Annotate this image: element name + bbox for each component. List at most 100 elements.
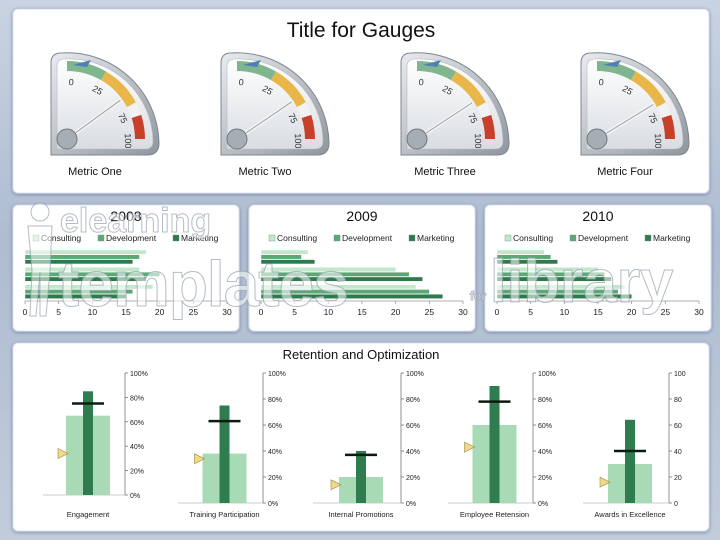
bullet-tick-label: 0% [130, 493, 140, 500]
gauge-tick-label: 75 [466, 112, 479, 125]
gauge: 0 25 75 100 [50, 52, 160, 156]
x-tick-label: 30 [458, 307, 468, 317]
x-tick-label: 20 [391, 307, 401, 317]
x-tick-label: 5 [292, 307, 297, 317]
bar [260, 289, 430, 294]
x-tick-label: 5 [528, 307, 533, 317]
x-tick-label: 25 [661, 307, 671, 317]
bar [260, 267, 396, 272]
bullet-tick-label: 40% [538, 449, 552, 456]
bullet-tick-label: 60% [538, 423, 552, 430]
retention-title: Retention and Optimization [282, 347, 440, 362]
x-tick-label: 30 [694, 307, 704, 317]
bar [496, 249, 545, 255]
x-tick-label: 10 [560, 307, 570, 317]
bar [260, 271, 410, 277]
bullet-label: Awards in Excellence [594, 510, 665, 519]
legend-swatch [32, 234, 40, 242]
bar [24, 259, 133, 265]
bullet-tick-label: 100% [130, 371, 148, 378]
legend-swatch [644, 234, 652, 242]
gauge-band-gap [127, 102, 142, 118]
bar-chart-2008: Consulting Development Marketing 0 5 10 15 20 25… [23, 233, 232, 317]
bar-chart-2010: Consulting Development Marketing 0 5 10 15 20 25… [495, 233, 704, 317]
bar [24, 267, 140, 272]
bar [496, 271, 605, 277]
gauge-face [226, 58, 324, 150]
bar [496, 289, 619, 294]
bar [260, 284, 417, 290]
legend-swatch [569, 234, 577, 242]
bullet-tick-label: 20 [674, 475, 682, 482]
bullet-label: Training Participation [189, 510, 259, 519]
x-tick-label: 15 [593, 307, 603, 317]
x-tick-label: 25 [425, 307, 435, 317]
bullet-label: Employee Retension [460, 510, 529, 519]
bar-chart-title: 2009 [346, 208, 378, 224]
bullet-tick-label: 20% [406, 475, 420, 482]
retention-bullet-charts: 0% 20% 40% 60% 80% 100% Engagement 0% 20% 40% 60% 8… [43, 371, 686, 519]
gauge-band-green [417, 61, 456, 81]
bullet-marker [599, 476, 611, 488]
gauge-tick-label: 25 [441, 83, 455, 97]
bar [260, 249, 309, 255]
gauge-needle-edge [236, 101, 292, 140]
gauge-hub [56, 128, 78, 150]
legend-swatch [268, 234, 276, 242]
gauge-band-gap [657, 102, 672, 118]
bullet-tick-label: 80% [268, 397, 282, 404]
bar [260, 276, 423, 282]
x-tick-label: 0 [495, 307, 500, 317]
bullet-actual-bar [489, 386, 500, 503]
bullet-actual-bar [356, 451, 366, 503]
gauge-band-yellow [631, 71, 666, 108]
legend-label: Marketing [181, 233, 219, 243]
gauge-arrow [73, 60, 91, 67]
bar [24, 276, 147, 282]
bar-chart-2009: Consulting Development Marketing 0 5 10 15 20 25… [259, 233, 468, 317]
bar-chart-panel-2010: 2010 Consulting Development Marketing 0 5 10 1… [484, 204, 712, 332]
gauge-tick-label: 25 [621, 83, 635, 97]
gauge-tick-label: 0 [68, 77, 74, 87]
gauge-tick-label: 100 [653, 133, 664, 148]
bullet-tick-label: 40% [406, 449, 420, 456]
legend-swatch [333, 234, 341, 242]
gauge-needle-edge [416, 102, 473, 140]
bullet-tick-label: 40% [130, 444, 144, 451]
gauge-band-green [597, 61, 636, 81]
x-tick-label: 10 [324, 307, 334, 317]
gauge-band-yellow [271, 71, 306, 108]
x-tick-label: 0 [23, 307, 28, 317]
gauge-band-red [131, 114, 145, 139]
x-tick-label: 15 [121, 307, 131, 317]
bullet-tick-label: 100 [674, 371, 686, 378]
gauge-tick-label: 75 [116, 112, 129, 125]
gauge-face [586, 58, 684, 150]
bullet-tick-label: 80% [538, 397, 552, 404]
gauge-tick-label: 100 [123, 133, 134, 148]
bar [496, 284, 626, 290]
gauge-needle-edge [66, 99, 121, 140]
x-tick-label: 5 [56, 307, 61, 317]
x-tick-label: 10 [88, 307, 98, 317]
bar [24, 249, 147, 255]
legend-label: Development [578, 233, 629, 243]
gauge: 0 25 75 100 [400, 52, 510, 156]
x-tick-label: 20 [155, 307, 165, 317]
legend-swatch [408, 234, 416, 242]
bullet-tick-label: 80 [674, 397, 682, 404]
bullet-actual-bar [219, 405, 230, 503]
bullet-tick-label: 60% [268, 423, 282, 430]
gauge-tick-label: 25 [261, 83, 275, 97]
gauge-tick-label: 0 [418, 77, 424, 87]
legend-swatch [97, 234, 105, 242]
bar [24, 284, 154, 290]
legend-label: Consulting [277, 233, 317, 243]
gauges-title: Title for Gauges [286, 19, 436, 42]
bar [24, 294, 127, 299]
bullet-tick-label: 20% [268, 475, 282, 482]
gauge-arrow [423, 60, 441, 67]
gauge-tick-label: 100 [473, 133, 484, 148]
bullet-marker [464, 441, 476, 453]
gauge-tick-label: 0 [238, 77, 244, 87]
